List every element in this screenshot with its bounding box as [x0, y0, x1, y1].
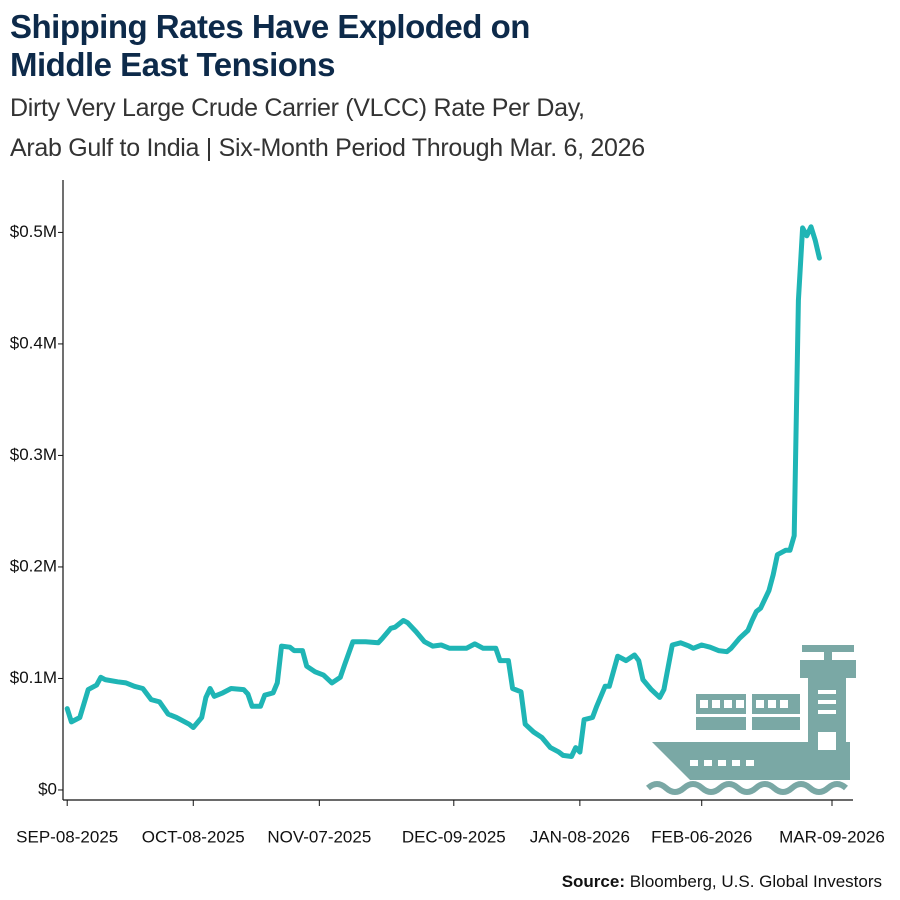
line-series	[64, 224, 822, 759]
y-tick-label: $0.4M	[10, 333, 57, 352]
x-tick-label: OCT-08-2025	[142, 827, 245, 846]
subtitle-line: Arab Gulf to India | Six-Month Period Th…	[10, 134, 645, 162]
y-tick-label: $0.3M	[10, 445, 57, 464]
chart-subtitle: Dirty Very Large Crude Carrier (VLCC) Ra…	[10, 88, 645, 168]
y-tick-label: $0.5M	[10, 222, 57, 241]
source-label: Source:	[561, 872, 625, 891]
title-line: Shipping Rates Have Exploded on	[10, 8, 530, 45]
ship-icon	[646, 645, 856, 795]
x-tick-label: NOV-07-2025	[267, 827, 371, 846]
source: Source: Bloomberg, U.S. Global Investors	[562, 872, 882, 892]
y-tick-label: $0	[38, 779, 57, 798]
y-tick-label: $0.2M	[10, 556, 57, 575]
title-line: Middle East Tensions	[10, 46, 335, 83]
x-tick-label: DEC-09-2025	[402, 827, 506, 846]
x-tick-label: MAR-09-2026	[779, 827, 885, 846]
x-tick-label: SEP-08-2025	[16, 827, 118, 846]
x-tick-label: FEB-06-2026	[651, 827, 752, 846]
ship-details	[690, 690, 836, 766]
x-tick-label: JAN-08-2026	[530, 827, 630, 846]
chart-title: Shipping Rates Have Exploded on Middle E…	[10, 8, 530, 84]
source-text: Bloomberg, U.S. Global Investors	[629, 872, 882, 891]
subtitle-line: Dirty Very Large Crude Carrier (VLCC) Ra…	[10, 94, 585, 122]
y-tick-label: $0.1M	[10, 668, 57, 687]
